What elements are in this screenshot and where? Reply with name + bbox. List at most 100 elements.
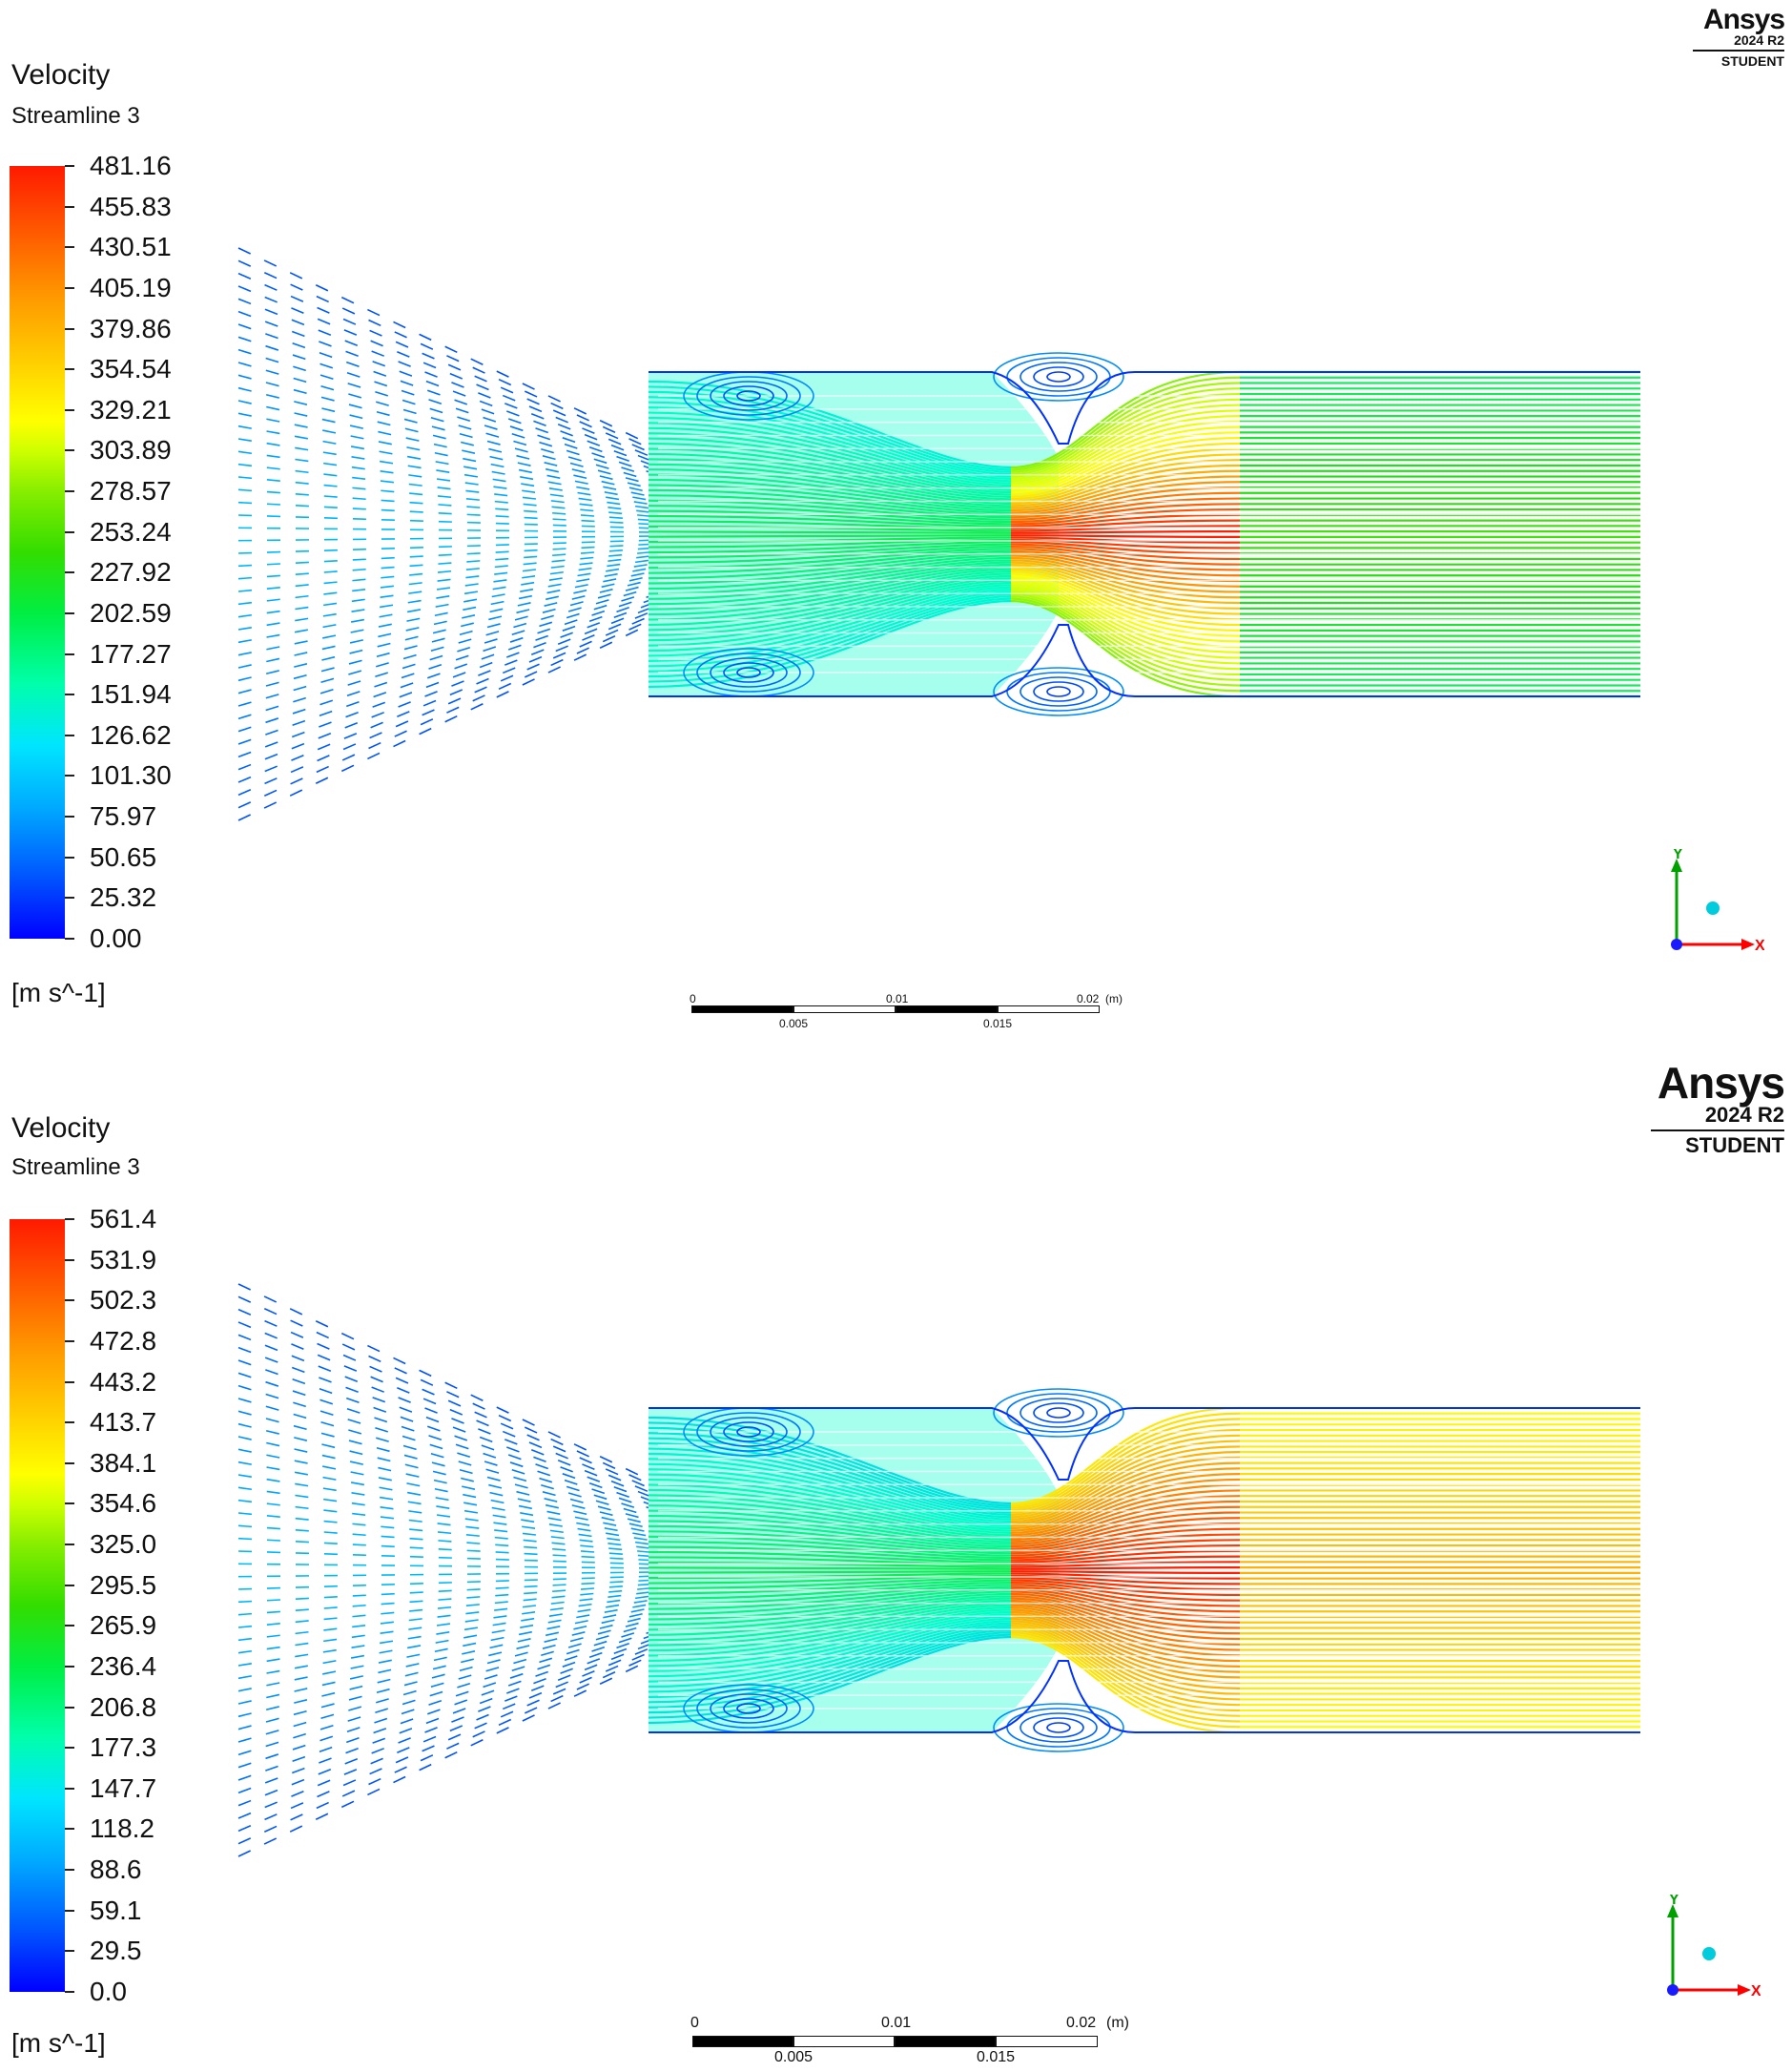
svg-text:X: X <box>1755 938 1764 954</box>
color-legend-bar <box>10 1219 65 1992</box>
chamber-streamline <box>648 1520 1012 1550</box>
legend-value-label: 303.89 <box>90 435 172 466</box>
nozzle-streamline <box>1010 577 1241 643</box>
inlet-streamline <box>237 488 649 522</box>
units-label: [m s^-1] <box>11 978 106 1007</box>
streamline-plot <box>237 247 1640 821</box>
vortex-loop <box>1046 686 1071 697</box>
nozzle-streamline <box>1010 382 1241 473</box>
inlet-streamline <box>237 374 649 485</box>
chamber-streamline <box>648 1458 1012 1523</box>
legend-tick <box>65 1258 74 1261</box>
inlet-streamline <box>237 1575 649 1590</box>
axis-triad: Y X <box>1667 1895 1761 1999</box>
inlet-streamline <box>237 1384 649 1513</box>
nozzle-streamline <box>1010 1577 1241 1591</box>
nozzle-streamline <box>1010 1423 1241 1512</box>
nozzle-streamline <box>1010 568 1241 621</box>
chamber-streamline <box>648 478 1012 512</box>
inlet-streamline <box>237 604 649 758</box>
vortex-loop <box>736 667 761 678</box>
inlet-streamline <box>237 1611 649 1705</box>
nozzle-streamline <box>1010 1500 1241 1544</box>
chamber-streamline <box>648 534 1012 538</box>
legend-value-label: 206.8 <box>90 1691 157 1722</box>
legend-value-label: 126.62 <box>90 719 172 750</box>
vortex-loop <box>710 657 788 688</box>
legend-value-label: 88.6 <box>90 1854 142 1885</box>
chamber-streamline <box>648 416 1012 485</box>
legend-tick <box>65 938 74 940</box>
inlet-streamline <box>237 1308 649 1489</box>
nozzle-streamline <box>1010 437 1241 496</box>
vortex-loop <box>696 376 801 416</box>
chamber-streamline <box>648 1627 1012 1704</box>
inlet-streamline <box>237 624 649 821</box>
nozzle-streamline <box>1010 481 1241 514</box>
inlet-streamline <box>237 559 649 618</box>
inlet-streamline <box>237 595 649 733</box>
nozzle-streamline <box>1010 503 1241 524</box>
inlet-streamline <box>237 1656 649 1845</box>
vortex-loop <box>710 1417 788 1447</box>
vortex-loop <box>1020 362 1098 392</box>
legend-value-label: 384.1 <box>90 1447 157 1478</box>
inlet-streamline <box>237 1595 649 1654</box>
legend-tick <box>65 571 74 574</box>
legend-tick <box>65 856 74 859</box>
nozzle-streamline <box>1010 559 1241 599</box>
chamber-streamline <box>648 1588 1012 1616</box>
legend-value-label: 177.3 <box>90 1732 157 1763</box>
legend-value-label: 25.32 <box>90 882 157 913</box>
chamber-streamline <box>648 1478 1012 1532</box>
chamber-streamline <box>648 1610 1012 1668</box>
chamber-streamline <box>648 1570 1012 1574</box>
vortex-loop <box>1046 371 1071 383</box>
inlet-streamline <box>237 1372 649 1509</box>
inlet-streamline <box>237 1295 649 1484</box>
legend-value-label: 329.21 <box>90 394 172 425</box>
legend-value-label: 0.00 <box>90 923 142 953</box>
nozzle-streamline <box>1010 1579 1241 1597</box>
nozzle-streamline <box>1010 1581 1241 1602</box>
legend-value-label: 413.7 <box>90 1407 157 1438</box>
chamber-streamline <box>648 1437 1012 1514</box>
inlet-streamline <box>237 1398 649 1517</box>
legend-value-label: 118.2 <box>90 1813 154 1844</box>
nozzle-streamline <box>1010 1456 1241 1525</box>
inlet-streamline <box>237 543 649 568</box>
legend-value-label: 430.51 <box>90 232 172 262</box>
chamber-streamline <box>648 1608 1012 1663</box>
nozzle-streamline <box>1010 1539 1241 1560</box>
chamber-streamline <box>648 1604 1012 1652</box>
inlet-streamline <box>237 1571 649 1578</box>
nozzle-streamline <box>1010 469 1241 509</box>
nozzle-streamline <box>1010 1527 1241 1555</box>
chamber-streamline <box>648 552 1012 580</box>
chamber-streamline <box>648 554 1012 585</box>
inlet-streamline <box>237 1660 649 1857</box>
vortex-loop <box>696 1412 801 1452</box>
scale-bar: 0 0.01 0.02 (m) 0.005 0.015 <box>690 2015 1129 2065</box>
legend-tick <box>65 205 74 208</box>
legend-tick <box>65 611 74 614</box>
vortex-loop <box>993 667 1124 716</box>
chamber-streamline <box>648 1483 1012 1534</box>
legend-tick <box>65 1421 74 1424</box>
chamber-streamline <box>648 530 1012 534</box>
chamber-streamline <box>648 1421 1012 1507</box>
chamber-streamline <box>648 545 1012 564</box>
inlet-streamline <box>237 425 649 501</box>
vortex-loop <box>696 653 801 693</box>
nozzle-streamline <box>1010 534 1241 538</box>
nozzle-streamline <box>1010 570 1241 627</box>
inlet-streamline <box>237 1550 649 1565</box>
nozzle-streamline <box>1010 1566 1241 1570</box>
nozzle-streamline <box>1010 581 1241 653</box>
inlet-streamline <box>237 1620 649 1730</box>
nozzle-streamline <box>1010 453 1241 503</box>
chamber-streamline <box>648 1561 1012 1568</box>
inlet-streamline <box>237 1587 649 1628</box>
chamber-streamline <box>648 1550 1012 1564</box>
nozzle-streamline <box>1010 415 1241 487</box>
